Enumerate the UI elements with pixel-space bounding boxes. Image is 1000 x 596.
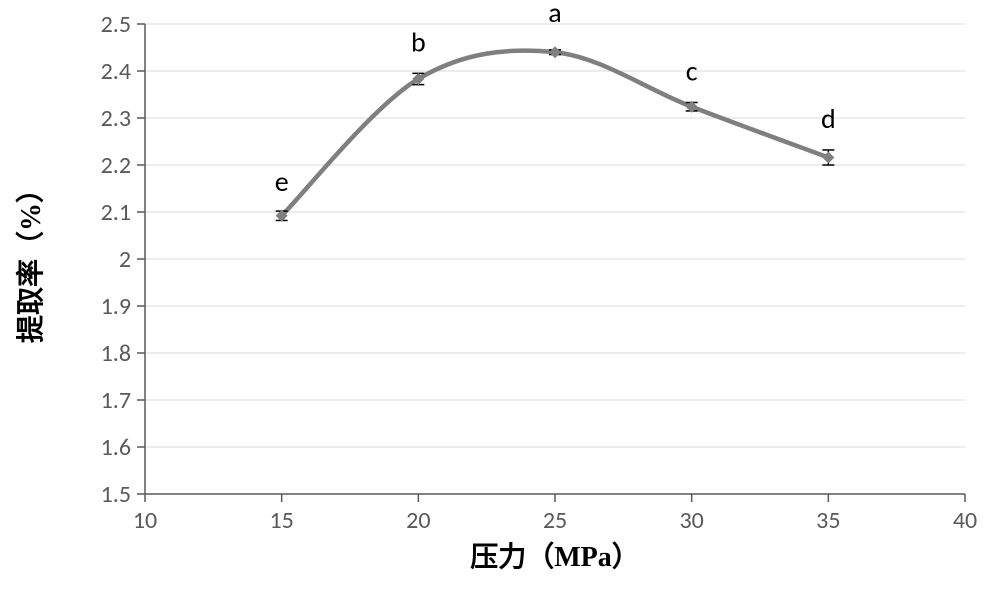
data-marker: [822, 151, 834, 163]
y-tick-label: 2: [119, 245, 131, 274]
x-tick-label: 25: [543, 506, 567, 535]
x-tick-label: 40: [953, 506, 977, 535]
chart-container: 1.5 1.6 1.7 1.8 1.9 2 2.1 2.2 2.3 2.4 2.5 10 15 20 25 3…: [0, 0, 1000, 596]
chart-svg: 1.5 1.6 1.7 1.8 1.9 2 2.1 2.2 2.3 2.4 2.5 10 15 20 25 3…: [0, 0, 1000, 596]
x-tick-label: 20: [406, 506, 430, 535]
series-line: [282, 51, 829, 216]
y-tick-label: 2.3: [101, 104, 131, 133]
y-axis-title: 提取率（%）: [14, 175, 47, 343]
y-tick-label: 1.6: [101, 433, 131, 462]
x-tick-label: 35: [816, 506, 840, 535]
point-label: c: [686, 53, 698, 88]
x-tick-label: 10: [133, 506, 157, 535]
y-tick-label: 2.1: [101, 198, 131, 227]
point-label: a: [548, 0, 561, 30]
x-axis-title: 压力（MPa）: [470, 540, 640, 573]
point-label: e: [275, 164, 289, 199]
data-marker: [549, 46, 561, 58]
y-tick-label: 2.4: [101, 57, 131, 86]
x-tick-label: 15: [270, 506, 294, 535]
y-tick-label: 1.5: [101, 480, 131, 509]
x-tick-label: 30: [680, 506, 704, 535]
y-tick-label: 1.7: [101, 386, 131, 415]
point-label: d: [821, 101, 836, 136]
y-tick-label: 1.8: [101, 339, 131, 368]
y-tick-label: 2.5: [101, 10, 131, 39]
point-label: b: [411, 24, 426, 59]
y-tick-label: 1.9: [101, 292, 131, 321]
y-tick-label: 2.2: [101, 151, 131, 180]
